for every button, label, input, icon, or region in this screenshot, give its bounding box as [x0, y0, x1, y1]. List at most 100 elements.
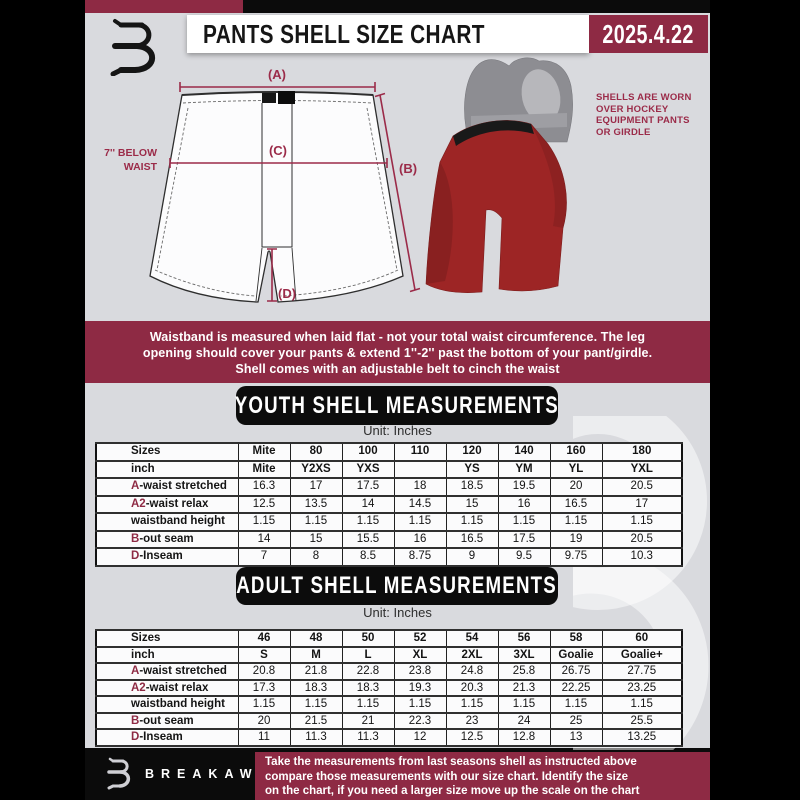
table-cell: 10.3 — [601, 547, 683, 567]
adult-section-banner: ADULT SHELL MEASUREMENTS — [236, 567, 558, 605]
dimension-lines — [169, 82, 421, 302]
table-cell: 22.3 — [393, 711, 447, 730]
table-cell: S — [237, 645, 291, 664]
below-waist-note: 7'' BELOW — [104, 147, 157, 159]
table-cell: A2-waist relax — [95, 678, 239, 697]
table-header-cell: 50 — [341, 629, 395, 648]
table-header-cell: 58 — [549, 629, 603, 648]
youth-unit-label: Unit: Inches — [363, 423, 432, 438]
dim-label-d: (D) — [278, 286, 296, 301]
table-cell: 1.15 — [393, 512, 447, 532]
table-header-cell: 80 — [289, 442, 343, 462]
table-cell: 19.3 — [393, 678, 447, 697]
table-header-cell: 100 — [341, 442, 395, 462]
table-cell: XL — [393, 645, 447, 664]
table-cell: YM — [497, 459, 551, 479]
table-header-cell: 46 — [237, 629, 291, 648]
table-cell: 1.15 — [497, 512, 551, 532]
table-cell: 23.25 — [601, 678, 683, 697]
table-cell: 21.3 — [497, 678, 551, 697]
table-cell: 12 — [393, 728, 447, 747]
table-header-cell: Sizes — [95, 442, 239, 462]
table-header-cell: Mite — [237, 442, 291, 462]
table-row: waistband height 1.15 1.15 1.15 1.15 1.15 1.15… — [95, 512, 683, 532]
table-header-cell: 48 — [289, 629, 343, 648]
table-cell: 17.3 — [237, 678, 291, 697]
table-cell: 9.5 — [497, 547, 551, 567]
table-row: waistband height 1.15 1.15 1.15 1.15 1.15 1.15… — [95, 695, 683, 714]
table-row: D-Inseam 11 11.3 11.3 12 12.5 12.8 13 13.25 — [95, 728, 683, 747]
table-cell: 1.15 — [237, 695, 291, 714]
date-badge: 2025.4.22 — [589, 15, 708, 53]
table-cell: 15 — [445, 494, 499, 514]
footer-breakaway-logo-icon — [107, 757, 131, 790]
table-cell: 24.8 — [445, 662, 499, 681]
table-cell: Mite — [237, 459, 291, 479]
footer: BREAKAWAY Take the measurements from las… — [85, 748, 710, 800]
dim-label-b: (B) — [399, 161, 417, 176]
top-strip-accent — [85, 0, 243, 13]
table-cell: 19 — [549, 529, 603, 549]
table-cell: 25.8 — [497, 662, 551, 681]
table-cell: 20.5 — [601, 477, 683, 497]
table-cell: 14 — [341, 494, 395, 514]
table-cell: 24 — [497, 711, 551, 730]
table-cell: 1.15 — [445, 695, 499, 714]
table-row: A-waist stretched 20.8 21.8 22.8 23.8 24.8 25.… — [95, 662, 683, 681]
table-header-cell: 52 — [393, 629, 447, 648]
table-row: B-out seam 20 21.5 21 22.3 23 24 25 25.5 — [95, 711, 683, 730]
watermark-logo — [573, 416, 709, 750]
table-cell: 1.15 — [601, 512, 683, 532]
table-cell: waistband height — [95, 512, 239, 532]
table-cell: 17 — [289, 477, 343, 497]
table-cell: 11.3 — [341, 728, 395, 747]
table-cell: 20.5 — [601, 529, 683, 549]
document-page: PANTS SHELL SIZE CHART 2025.4.22 — [85, 0, 710, 800]
table-cell: M — [289, 645, 343, 664]
table-cell: 16 — [497, 494, 551, 514]
red-shell — [425, 120, 567, 293]
table-cell: 20 — [237, 711, 291, 730]
table-cell: 20.3 — [445, 678, 499, 697]
table-header-cell: 56 — [497, 629, 551, 648]
table-cell: inch — [95, 459, 239, 479]
table-cell: 1.15 — [237, 512, 291, 532]
table-cell: A2-waist relax — [95, 494, 239, 514]
table-cell: 18.5 — [445, 477, 499, 497]
table-row: inch Mite Y2XS YXS YS YM YL YXL — [95, 459, 683, 479]
table-cell: 1.15 — [341, 512, 395, 532]
table-row: A2-waist relax 17.3 18.3 18.3 19.3 20.3 21.3 22… — [95, 678, 683, 697]
table-cell: D-Inseam — [95, 728, 239, 747]
dim-label-c: (C) — [269, 143, 287, 158]
svg-text:WAIST: WAIST — [124, 161, 158, 173]
table-cell: 17.5 — [497, 529, 551, 549]
table-header-cell: 54 — [445, 629, 499, 648]
table-cell: 7 — [237, 547, 291, 567]
footer-brand-text: BREAKAWAY — [145, 767, 289, 781]
table-cell: 1.15 — [549, 512, 603, 532]
table-cell: B-out seam — [95, 711, 239, 730]
table-cell: 23.8 — [393, 662, 447, 681]
table-cell: 16 — [393, 529, 447, 549]
table-cell: 8.5 — [341, 547, 395, 567]
table-cell: 22.8 — [341, 662, 395, 681]
table-cell: 25 — [549, 711, 603, 730]
belt-buckle — [262, 93, 276, 103]
youth-section-banner: YOUTH SHELL MEASUREMENTS — [235, 386, 558, 425]
table-cell: YXS — [341, 459, 395, 479]
table-cell: 3XL — [497, 645, 551, 664]
table-cell: 23 — [445, 711, 499, 730]
page-title: PANTS SHELL SIZE CHART — [187, 15, 589, 53]
table-cell: 1.15 — [497, 695, 551, 714]
table-cell: 1.15 — [601, 695, 683, 714]
breakaway-logo-icon — [110, 19, 155, 76]
table-cell: 1.15 — [549, 695, 603, 714]
dim-label-a: (A) — [268, 67, 286, 82]
table-cell: 14.5 — [393, 494, 447, 514]
pants-outline — [149, 91, 404, 303]
table-cell: YS — [445, 459, 499, 479]
table-cell: inch — [95, 645, 239, 664]
crotch-panel — [261, 103, 293, 248]
pants-diagram: (A) (C) (B) (D) 7'' BELOW WAIST — [104, 57, 573, 303]
